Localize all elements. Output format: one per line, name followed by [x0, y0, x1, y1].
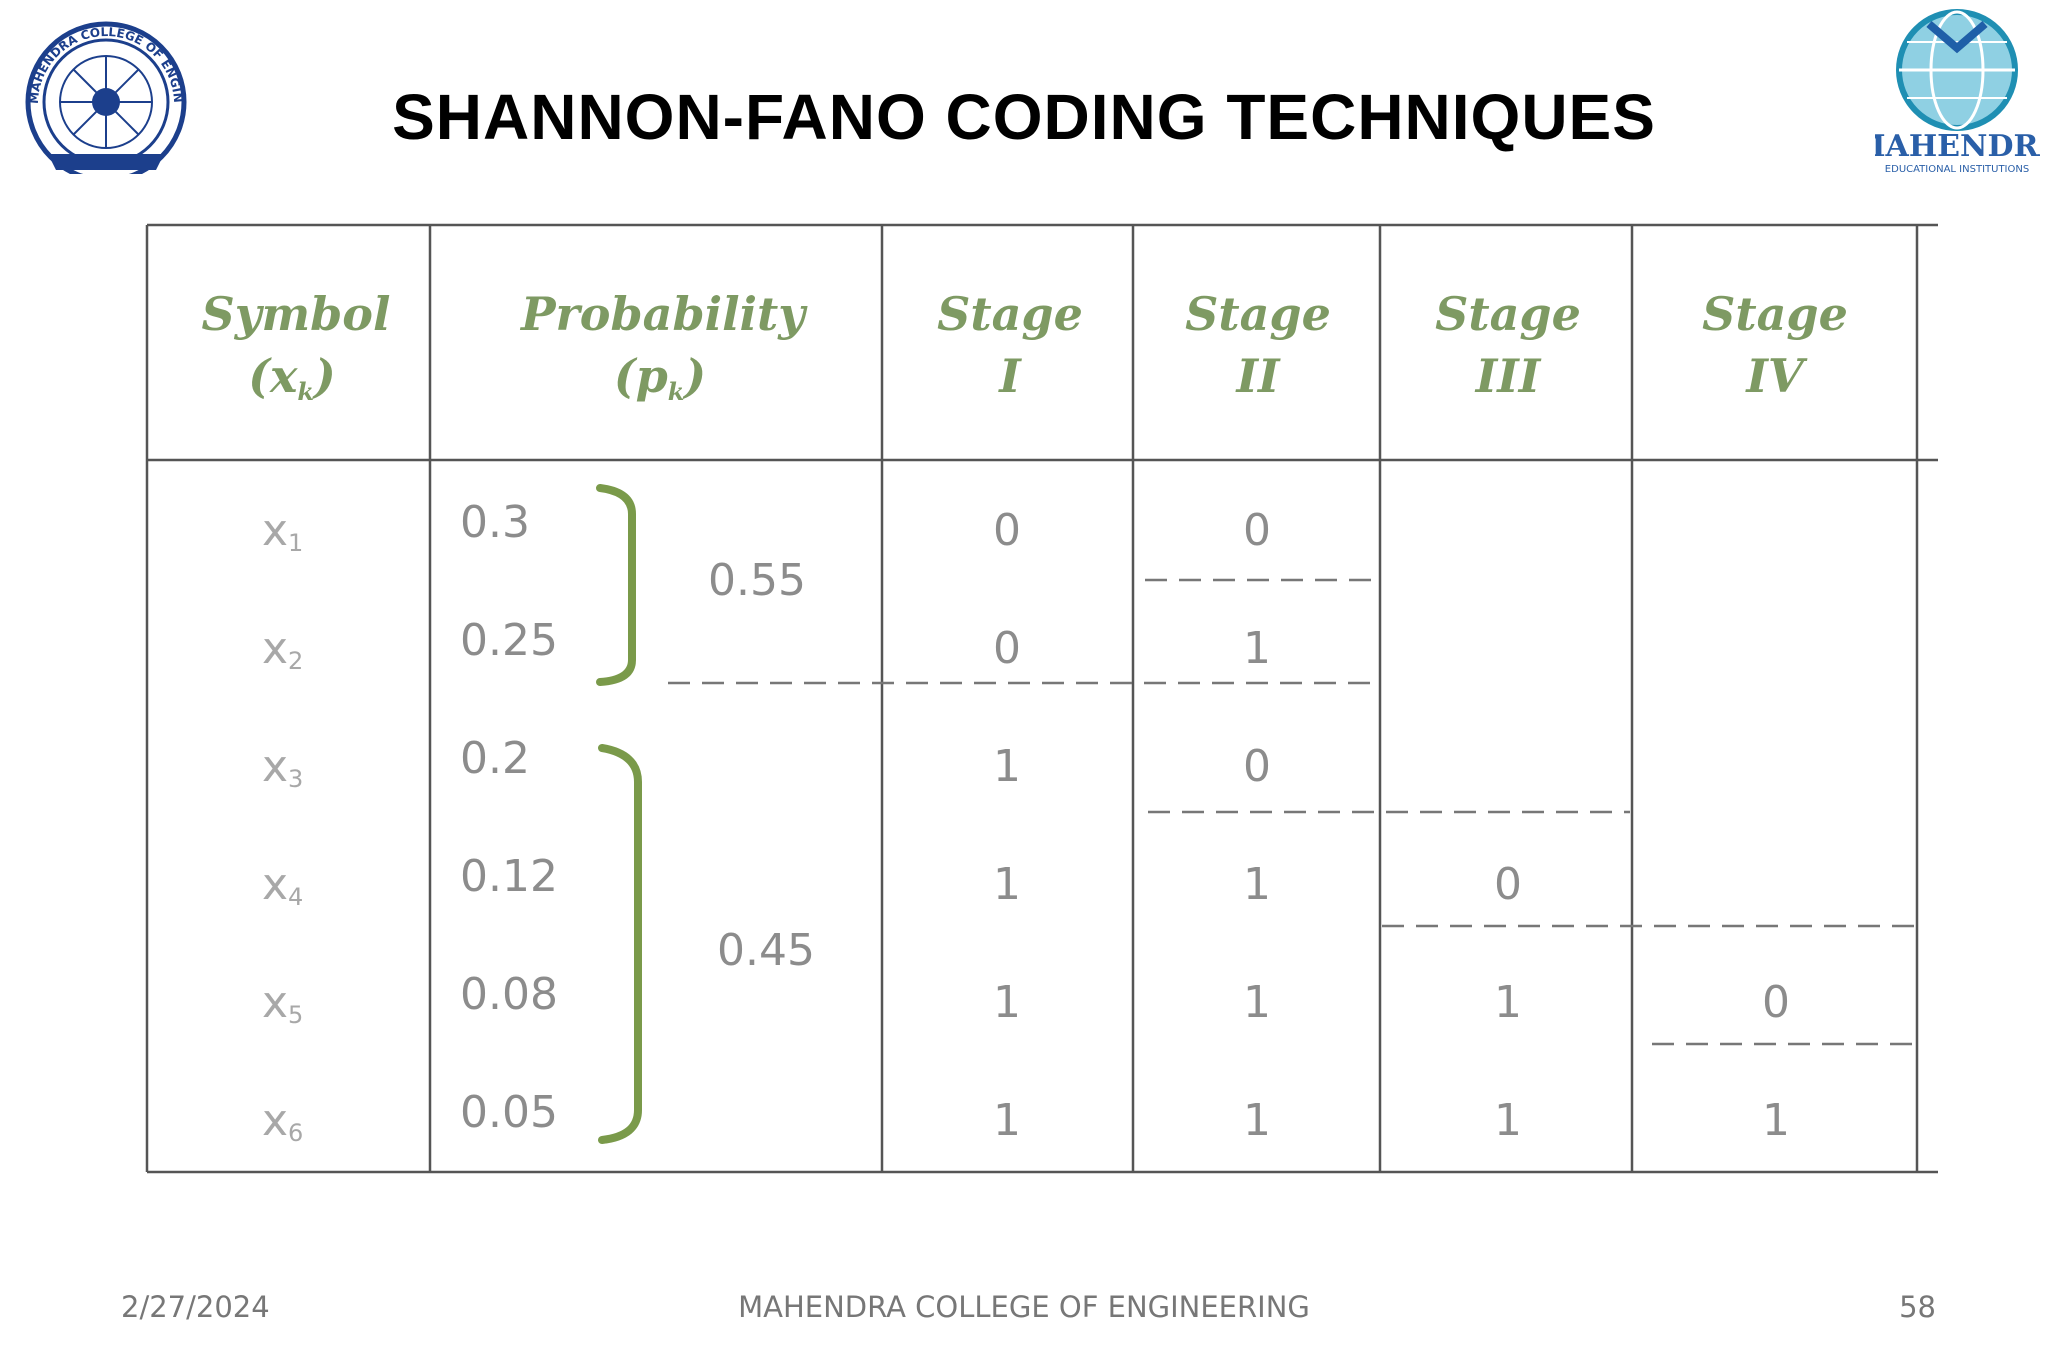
- stage2-cell: 0: [1243, 741, 1271, 792]
- symbol-cell: x6: [262, 1095, 303, 1147]
- probability-cell: 0.3: [460, 497, 530, 548]
- symbol-cell: x1: [262, 505, 303, 557]
- stage1-cell: 0: [993, 623, 1021, 674]
- header-probability: Probability: [519, 287, 808, 341]
- header-stage-3-num: III: [1474, 349, 1542, 403]
- header-stage-1-num: I: [997, 349, 1022, 403]
- header-stage-4: Stage: [1702, 287, 1848, 341]
- college-seal-logo: MAHENDRA COLLEGE OF ENGINEERING: [8, 14, 187, 174]
- group-sum-lower: 0.45: [717, 925, 815, 976]
- header-stage-1: Stage: [937, 287, 1083, 341]
- header-stage-2-num: II: [1234, 349, 1281, 403]
- header-stage-3: Stage: [1435, 287, 1581, 341]
- stage2-cell: 1: [1243, 859, 1271, 910]
- header-stage-4-num: IV: [1744, 349, 1808, 403]
- stage2-cell: 1: [1243, 623, 1271, 674]
- probability-cell: 0.12: [460, 851, 558, 902]
- stage4-cell: 0: [1762, 977, 1790, 1028]
- symbol-cell: x4: [262, 859, 303, 911]
- stage3-cell: 0: [1494, 859, 1522, 910]
- probability-cell: 0.25: [460, 615, 558, 666]
- header-symbol-var: (xk): [248, 349, 336, 406]
- footer-page-number: 58: [1899, 1290, 1936, 1324]
- globe-logo-name: MAHENDRA: [1875, 129, 2040, 164]
- stage1-cell: 1: [993, 741, 1021, 792]
- globe-logo: MAHENDRA EDUCATIONAL INSTITUTIONS: [1875, 9, 2040, 175]
- stage4-cell: 1: [1762, 1095, 1790, 1146]
- symbol-cell: x5: [262, 977, 303, 1029]
- stage1-cell: 1: [993, 1095, 1021, 1146]
- footer-date: 2/27/2024: [121, 1290, 270, 1324]
- stage2-cell: 0: [1243, 505, 1271, 556]
- footer-institution: MAHENDRA COLLEGE OF ENGINEERING: [738, 1290, 1310, 1324]
- stage1-cell: 1: [993, 977, 1021, 1028]
- stage2-cell: 1: [1243, 977, 1271, 1028]
- probability-cell: 0.08: [460, 969, 558, 1020]
- symbol-cell: x2: [262, 623, 303, 675]
- group-sum-upper: 0.55: [708, 555, 806, 606]
- stage2-cell: 1: [1243, 1095, 1271, 1146]
- symbol-cell: x3: [262, 741, 303, 793]
- header-symbol: Symbol: [202, 287, 391, 341]
- probability-cell: 0.05: [460, 1087, 558, 1138]
- stage1-cell: 0: [993, 505, 1021, 556]
- stage3-cell: 1: [1494, 977, 1522, 1028]
- header-probability-var: (pk): [614, 349, 706, 406]
- stage1-cell: 1: [993, 859, 1021, 910]
- stage3-cell: 1: [1494, 1095, 1522, 1146]
- probability-cell: 0.2: [460, 733, 530, 784]
- globe-logo-subtext: EDUCATIONAL INSTITUTIONS: [1885, 164, 2029, 175]
- header-stage-2: Stage: [1185, 287, 1331, 341]
- page-title: SHANNON-FANO CODING TECHNIQUES: [392, 81, 1656, 153]
